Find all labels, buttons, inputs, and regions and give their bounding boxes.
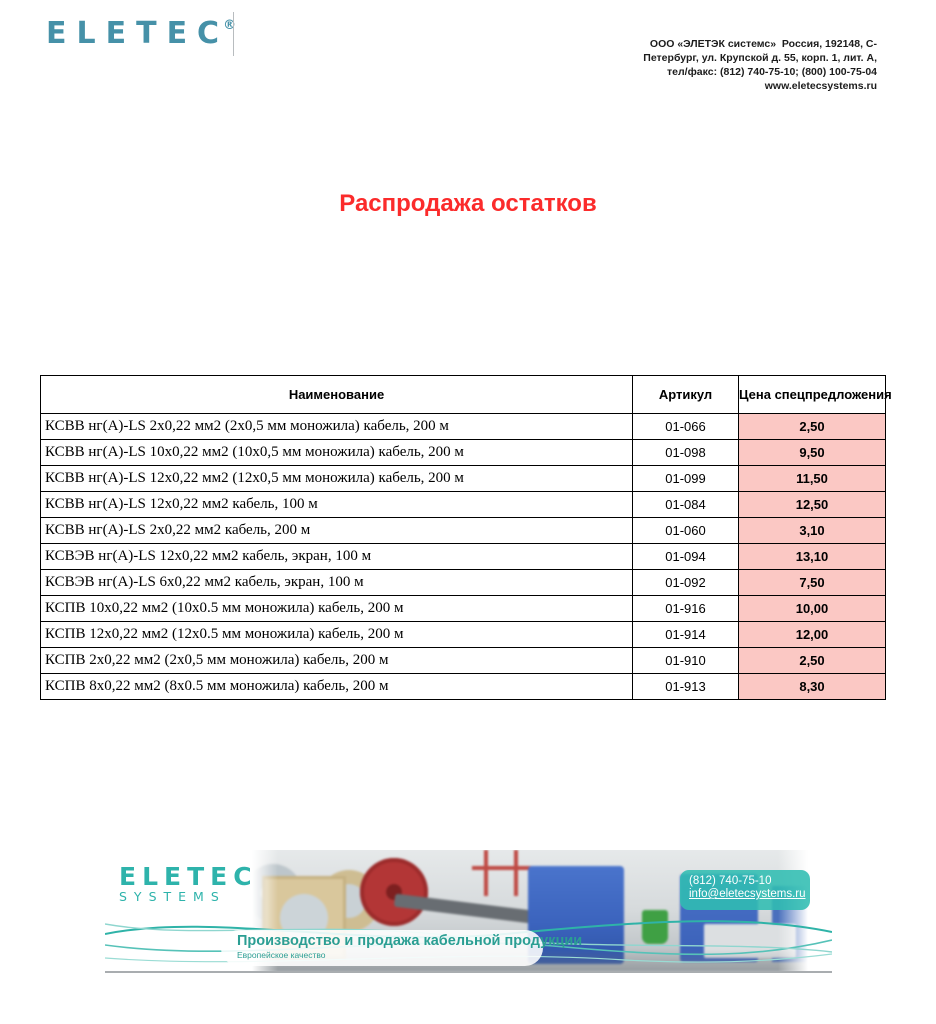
article-cell: 01-060: [632, 517, 739, 544]
product-name-cell: КСВВ нг(А)-LS 2х0,22 мм2 (2х0,5 мм монож…: [40, 413, 633, 440]
price-cell: 12,00: [738, 621, 886, 648]
photo-shape: [484, 850, 488, 896]
table-row: КСПВ 12х0,22 мм2 (12х0.5 мм моножила) ка…: [40, 621, 886, 648]
product-name-cell: КСВЭВ нг(А)-LS 6х0,22 мм2 кабель, экран,…: [40, 569, 633, 596]
logo-divider: [233, 12, 234, 56]
table-row: КСПВ 8х0,22 мм2 (8х0.5 мм моножила) кабе…: [40, 673, 886, 700]
article-cell: 01-098: [632, 439, 739, 466]
column-header-name: Наименование: [40, 375, 633, 414]
price-cell: 2,50: [738, 413, 886, 440]
table-header-row: Наименование Артикул Цена спецпредложени…: [40, 375, 892, 414]
article-cell: 01-914: [632, 621, 739, 648]
contact-website: www.eletecsystems.ru: [764, 80, 877, 92]
banner-contact-box: (812) 740-75-10 info@eletecsystems.ru: [680, 870, 810, 910]
product-name-cell: КСПВ 12х0,22 мм2 (12х0.5 мм моножила) ка…: [40, 621, 633, 648]
photo-shape: [642, 910, 668, 944]
company-logo-text: ELETEC: [46, 16, 230, 51]
banner-tagline: Производство и продажа кабельной продукц…: [237, 933, 583, 949]
table-row: КСВЭВ нг(А)-LS 12х0,22 мм2 кабель, экран…: [40, 543, 886, 570]
product-name-cell: КСВВ нг(А)-LS 10х0,22 мм2 (10х0,5 мм мон…: [40, 439, 633, 466]
article-cell: 01-910: [632, 647, 739, 674]
product-name-cell: КСПВ 8х0,22 мм2 (8х0.5 мм моножила) кабе…: [40, 673, 633, 700]
price-cell: 7,50: [738, 569, 886, 596]
article-cell: 01-916: [632, 595, 739, 622]
photo-shape: [360, 858, 428, 926]
article-cell: 01-084: [632, 491, 739, 518]
banner-email[interactable]: info@eletecsystems.ru: [689, 888, 806, 900]
price-cell: 2,50: [738, 647, 886, 674]
photo-shape: [514, 850, 518, 896]
product-name-cell: КСВВ нг(А)-LS 12х0,22 мм2 (12х0,5 мм мон…: [40, 465, 633, 492]
column-header-article: Артикул: [632, 375, 739, 414]
banner-logo-eletec: ELETEC: [119, 862, 258, 891]
table-row: КСВВ нг(А)-LS 2х0,22 мм2 (2х0,5 мм монож…: [40, 413, 886, 440]
company-logo: ELETEC®: [46, 16, 236, 51]
table-row: КСВВ нг(А)-LS 10х0,22 мм2 (10х0,5 мм мон…: [40, 439, 886, 466]
contact-line: ООО «ЭЛЕТЭК системс» Россия, 192148, С-: [649, 38, 877, 50]
banner-logo-systems: SYSTEMS: [119, 889, 226, 904]
price-table: Наименование Артикул Цена спецпредложени…: [40, 375, 892, 700]
banner-logo: ELETEC SYSTEMS: [119, 864, 258, 904]
banner-subtagline: Европейское качество: [237, 950, 326, 960]
banner-phone: (812) 740-75-10: [689, 875, 772, 887]
page-title: Распродажа остатков: [339, 190, 597, 217]
column-header-price: Цена спецпредложения: [738, 375, 892, 414]
table-row: КСПВ 10х0,22 мм2 (10х0.5 мм моножила) ка…: [40, 595, 886, 622]
article-cell: 01-913: [632, 673, 739, 700]
footer-banner: ELETEC SYSTEMS: [105, 848, 832, 973]
table-row: КСВВ нг(А)-LS 2х0,22 мм2 кабель, 200 м 01…: [40, 517, 886, 544]
contact-line: тел/факс: (812) 740-75-10; (800) 100-75-…: [667, 66, 877, 78]
banner-tagline-band: Производство и продажа кабельной продукц…: [221, 930, 583, 966]
table-row: КСВЭВ нг(А)-LS 6х0,22 мм2 кабель, экран,…: [40, 569, 886, 596]
company-contact-block: ООО «ЭЛЕТЭК системс» Россия, 192148, С- …: [537, 37, 877, 93]
product-name-cell: КСВВ нг(А)-LS 12х0,22 мм2 кабель, 100 м: [40, 491, 633, 518]
price-cell: 3,10: [738, 517, 886, 544]
article-cell: 01-094: [632, 543, 739, 570]
product-name-cell: КСПВ 2х0,22 мм2 (2х0,5 мм моножила) кабе…: [40, 647, 633, 674]
price-cell: 11,50: [738, 465, 886, 492]
price-cell: 12,50: [738, 491, 886, 518]
article-cell: 01-092: [632, 569, 739, 596]
product-name-cell: КСВЭВ нг(А)-LS 12х0,22 мм2 кабель, экран…: [40, 543, 633, 570]
table-body: КСВВ нг(А)-LS 2х0,22 мм2 (2х0,5 мм монож…: [40, 413, 886, 700]
table-row: КСВВ нг(А)-LS 12х0,22 мм2 (12х0,5 мм мон…: [40, 465, 886, 492]
table-row: КСПВ 2х0,22 мм2 (2х0,5 мм моножила) кабе…: [40, 647, 886, 674]
contact-line: Петербург, ул. Крупской д. 55, корп. 1, …: [643, 52, 877, 64]
price-cell: 8,30: [738, 673, 886, 700]
price-cell: 13,10: [738, 543, 886, 570]
product-name-cell: КСВВ нг(А)-LS 2х0,22 мм2 кабель, 200 м: [40, 517, 633, 544]
registered-trademark-icon: ®: [223, 18, 237, 33]
article-cell: 01-066: [632, 413, 739, 440]
article-cell: 01-099: [632, 465, 739, 492]
price-cell: 9,50: [738, 439, 886, 466]
price-cell: 10,00: [738, 595, 886, 622]
product-name-cell: КСПВ 10х0,22 мм2 (10х0.5 мм моножила) ка…: [40, 595, 633, 622]
